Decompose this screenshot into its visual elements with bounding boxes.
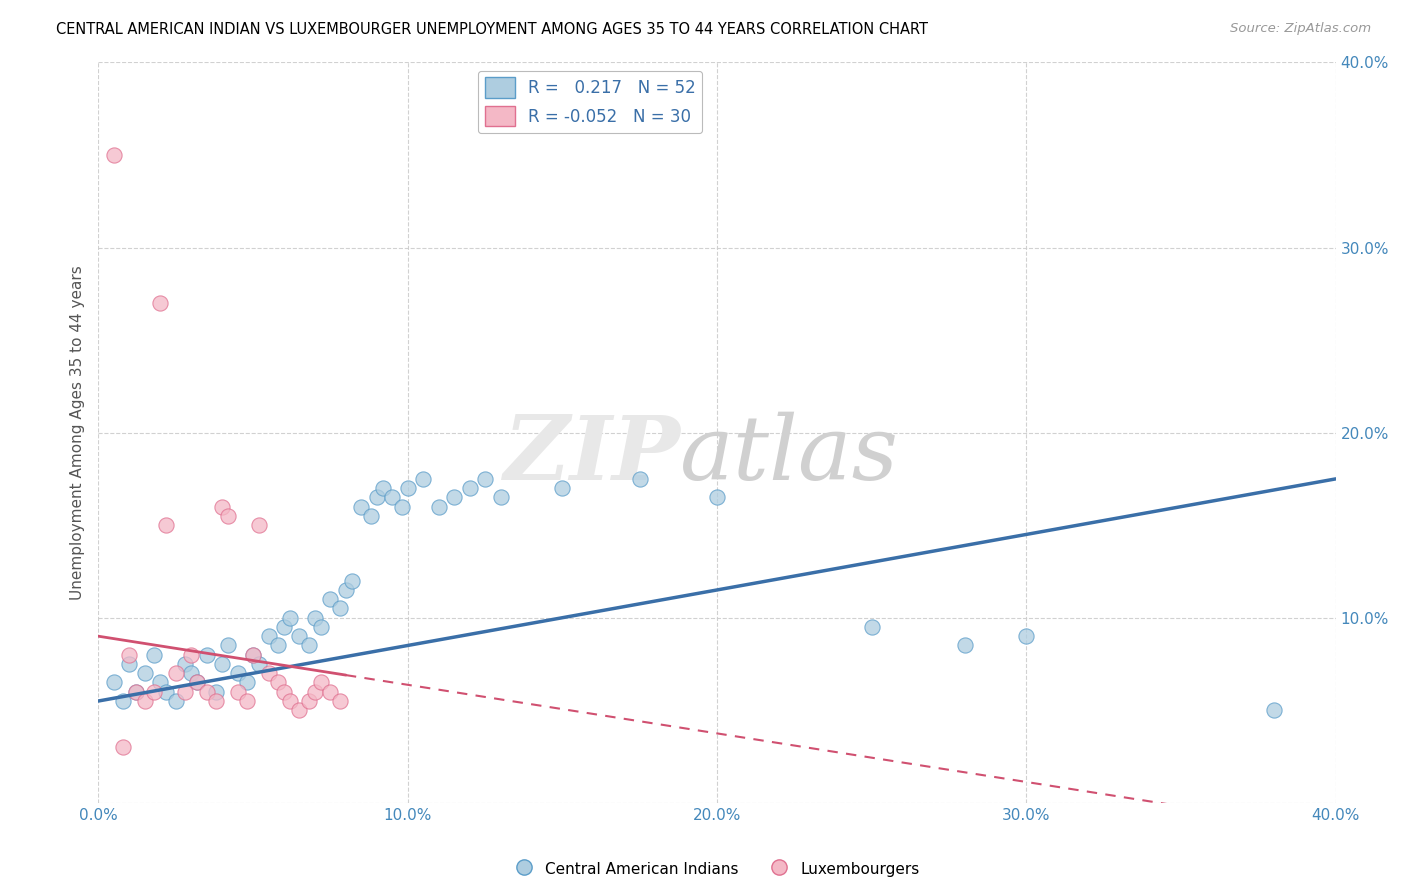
Point (953, 639, 976, 653)
Point (278, 610, 301, 624)
Point (371, 481, 394, 495)
Point (236, 694, 259, 708)
Point (319, 685, 342, 699)
Text: ZIP: ZIP (503, 411, 681, 498)
Point (143, 648, 166, 662)
Point (205, 685, 228, 699)
Point (174, 685, 197, 699)
Point (396, 481, 419, 495)
Point (134, 666, 156, 681)
Point (474, 472, 496, 486)
Point (1015, 629, 1038, 643)
Point (211, 657, 233, 671)
Text: atlas: atlas (681, 411, 898, 499)
Point (298, 694, 321, 708)
Point (381, 491, 404, 505)
Point (257, 666, 280, 681)
Point (195, 648, 218, 662)
Point (288, 703, 311, 717)
Point (186, 675, 208, 690)
Point (112, 694, 135, 708)
Point (149, 296, 172, 310)
Point (335, 582, 357, 597)
Point (134, 694, 156, 708)
Point (211, 500, 233, 514)
Point (443, 491, 465, 505)
Point (288, 629, 311, 643)
Point (118, 657, 141, 671)
Point (155, 518, 177, 533)
Point (242, 648, 264, 662)
Point (340, 574, 363, 588)
Point (165, 666, 187, 681)
Point (267, 675, 290, 690)
Point (628, 472, 651, 486)
Point (304, 610, 326, 624)
Point (267, 639, 290, 653)
Point (165, 694, 187, 708)
Point (226, 685, 249, 699)
Point (257, 629, 280, 643)
Point (329, 694, 352, 708)
Point (304, 685, 326, 699)
Point (458, 481, 481, 495)
Point (391, 500, 413, 514)
Point (247, 518, 270, 533)
Point (205, 694, 228, 708)
Point (180, 666, 202, 681)
Point (103, 148, 125, 162)
Point (412, 472, 434, 486)
Point (103, 675, 125, 690)
Point (186, 675, 208, 690)
Point (551, 481, 574, 495)
Point (174, 657, 197, 671)
Point (155, 685, 177, 699)
Point (273, 685, 295, 699)
Point (1263, 703, 1285, 717)
Point (124, 685, 146, 699)
Text: CENTRAL AMERICAN INDIAN VS LUXEMBOURGER UNEMPLOYMENT AMONG AGES 35 TO 44 YEARS C: CENTRAL AMERICAN INDIAN VS LUXEMBOURGER … (56, 22, 928, 37)
Point (298, 639, 321, 653)
Legend: Central American Indians, Luxembourgers: Central American Indians, Luxembourgers (509, 855, 925, 883)
Point (309, 620, 332, 634)
Point (118, 648, 141, 662)
Point (273, 620, 295, 634)
Point (319, 592, 342, 607)
Point (309, 675, 332, 690)
Point (278, 694, 301, 708)
Point (143, 685, 166, 699)
Point (329, 601, 352, 615)
Point (217, 639, 239, 653)
Point (860, 620, 883, 634)
Point (195, 685, 218, 699)
Y-axis label: Unemployment Among Ages 35 to 44 years: Unemployment Among Ages 35 to 44 years (69, 265, 84, 600)
Point (217, 508, 239, 523)
Point (236, 675, 259, 690)
Point (180, 648, 202, 662)
Point (112, 740, 135, 755)
Point (489, 491, 512, 505)
Point (366, 491, 388, 505)
Text: Source: ZipAtlas.com: Source: ZipAtlas.com (1230, 22, 1371, 36)
Point (242, 648, 264, 662)
Point (226, 666, 249, 681)
Point (124, 685, 146, 699)
Point (149, 675, 172, 690)
Point (247, 657, 270, 671)
Point (706, 491, 728, 505)
Point (360, 508, 382, 523)
Point (427, 500, 450, 514)
Point (350, 500, 373, 514)
